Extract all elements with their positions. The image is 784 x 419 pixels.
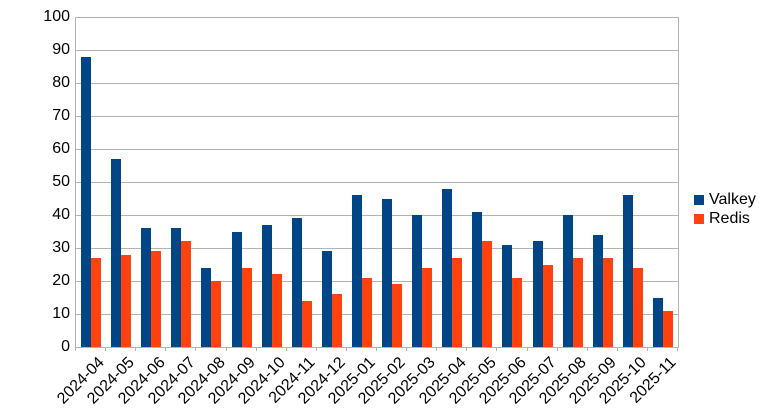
bar-redis-2025-08 [572,257,583,347]
bar-redis-2025-02 [392,284,403,347]
gridline-y30 [76,248,678,249]
gridline-y50 [76,182,678,183]
gridline-y10 [76,314,678,315]
x-axis-tick [496,347,498,351]
bar-valkey-2024-07 [171,228,182,347]
gridline-y60 [76,149,678,150]
gridline-y80 [76,83,678,84]
bar-valkey-2024-12 [321,251,332,347]
x-axis-tick [466,347,468,351]
bar-redis-2025-09 [602,257,613,347]
bar-redis-2025-07 [542,264,553,347]
bar-redis-2025-03 [422,267,433,347]
bar-valkey-2025-10 [622,195,633,347]
gridline-y90 [76,50,678,51]
bar-redis-2024-06 [151,251,162,347]
bar-valkey-2025-08 [562,215,573,347]
bar-redis-2024-08 [211,281,222,347]
bar-valkey-2025-09 [592,234,603,347]
bar-valkey-2025-04 [442,188,453,347]
bar-redis-2025-11 [662,310,673,347]
plot-area [75,17,679,348]
bar-valkey-2025-02 [382,198,393,347]
bar-redis-2025-06 [512,277,523,347]
x-axis-tick [677,347,678,351]
x-axis-tick [526,347,528,351]
y-axis-label-80: 80 [52,74,70,91]
bar-redis-2024-04 [91,257,102,347]
x-axis-tick [195,347,197,351]
y-axis-label-20: 20 [52,272,70,289]
x-axis-tick [376,347,377,351]
gridline-y100 [76,17,678,18]
bar-valkey-2025-11 [652,297,663,347]
legend: Valkey Redis [694,190,756,228]
x-axis-tick [135,347,137,351]
bar-valkey-2024-08 [201,267,212,347]
gridline-y20 [76,281,678,282]
x-axis-tick [436,347,438,351]
gridline-y40 [76,215,678,216]
bar-valkey-2025-06 [502,244,513,347]
y-axis-label-70: 70 [52,107,70,124]
redis-swatch-icon [694,213,704,224]
bar-valkey-2025-05 [472,211,483,347]
legend-item-valkey: Valkey [694,190,756,209]
x-axis-tick [406,347,408,351]
gridline-y70 [76,116,678,117]
bar-redis-2024-09 [241,267,252,347]
bar-valkey-2024-06 [141,228,152,347]
bar-valkey-2024-10 [261,224,272,347]
bar-valkey-2025-07 [532,241,543,347]
bar-redis-2024-10 [271,274,282,347]
bar-valkey-2024-09 [231,231,242,347]
y-axis-label-0: 0 [61,338,70,355]
bar-redis-2024-11 [301,300,312,347]
x-axis-tick [586,347,588,351]
y-axis-label-10: 10 [52,305,70,322]
bar-valkey-2025-03 [412,215,423,347]
y-axis-label-30: 30 [52,239,70,256]
x-axis-tick [105,347,107,351]
y-axis-label-40: 40 [52,206,70,223]
x-axis-tick [165,347,167,351]
bar-redis-2024-07 [181,241,192,347]
legend-label-valkey: Valkey [709,190,756,208]
bar-valkey-2024-11 [291,218,302,347]
x-axis-tick [285,347,287,351]
bar-redis-2024-12 [331,294,342,347]
y-axis-label-90: 90 [52,41,70,58]
x-axis-tick [646,347,648,351]
legend-item-redis: Redis [694,209,756,228]
bar-valkey-2024-04 [81,56,92,347]
bar-valkey-2024-05 [111,158,122,347]
x-axis-tick [255,347,257,351]
bar-redis-2025-10 [632,267,643,347]
bar-redis-2025-04 [452,257,463,347]
y-axis-label-100: 100 [43,8,70,25]
bar-redis-2025-01 [361,277,372,347]
valkey-swatch-icon [694,194,704,205]
x-axis-tick [75,347,76,351]
x-axis-tick [315,347,317,351]
y-axis-label-50: 50 [52,173,70,190]
x-axis-tick [345,347,347,351]
bar-valkey-2025-01 [351,195,362,347]
y-axis-label-60: 60 [52,140,70,157]
bar-redis-2024-05 [121,254,132,347]
bar-redis-2025-05 [482,241,493,347]
x-axis-tick [225,347,227,351]
legend-label-redis: Redis [709,209,750,227]
x-axis-tick [556,347,558,351]
x-axis-tick [616,347,618,351]
